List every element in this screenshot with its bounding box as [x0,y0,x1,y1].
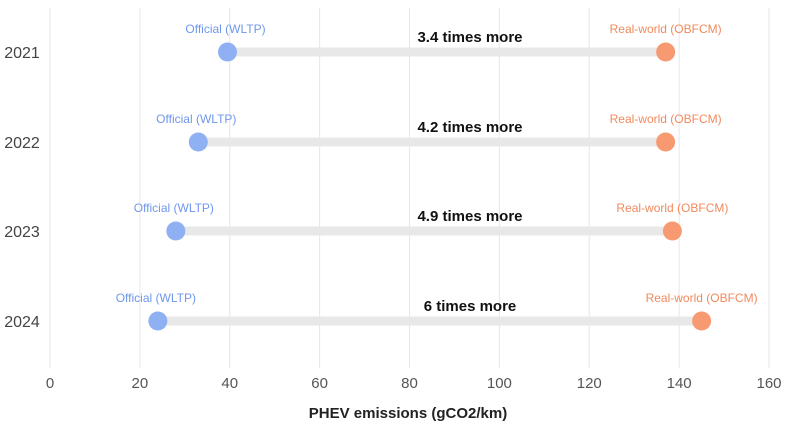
connector-bar [175,226,673,236]
x-tick-label-100: 100 [487,375,512,392]
row-2023: 2023 Official (WLTP) Real-world (OBFCM) 4.9… [4,201,728,241]
x-tick-label-40: 40 [221,375,238,392]
year-label: 2021 [4,45,40,62]
row-2021: 2021 Official (WLTP) Real-world (OBFCM) 3.4… [4,22,721,62]
row-2022: 2022 Official (WLTP) Real-world (OBFCM) 4.2… [4,112,721,152]
official-dot [166,221,186,241]
official-label: Official (WLTP) [156,112,236,126]
connector-bar [157,316,702,326]
ratio-label: 4.9 times more [417,208,522,225]
real-world-dot [662,221,682,241]
real-world-dot [692,311,712,331]
ratio-label: 6 times more [424,298,517,315]
connector-bar [198,137,666,147]
ratio-label: 4.2 times more [417,119,522,136]
gridlines [49,8,770,368]
x-tick-label-160: 160 [756,375,781,392]
real-world-label: Real-world (OBFCM) [610,112,722,126]
official-dot [218,42,238,62]
x-axis-ticks: 0 20 40 60 80 100 120 140 160 [46,375,782,392]
year-label: 2022 [4,135,40,152]
x-tick-label-140: 140 [667,375,692,392]
x-axis-title: PHEV emissions (gCO2/km) [309,405,507,422]
real-world-label: Real-world (OBFCM) [610,22,722,36]
connector-bar [227,47,666,57]
real-world-label: Real-world (OBFCM) [616,201,728,215]
real-world-label: Real-world (OBFCM) [646,291,758,305]
official-label: Official (WLTP) [185,22,265,36]
x-tick-label-0: 0 [46,375,54,392]
official-dot [148,311,168,331]
x-tick-label-60: 60 [311,375,328,392]
real-world-dot [656,132,676,152]
year-label: 2023 [4,224,40,241]
chart-rows: 2021 Official (WLTP) Real-world (OBFCM) 3.4… [4,22,757,331]
official-label: Official (WLTP) [116,291,196,305]
x-tick-label-20: 20 [132,375,149,392]
row-2024: 2024 Official (WLTP) Real-world (OBFCM) 6 t… [4,291,757,331]
x-tick-label-80: 80 [401,375,418,392]
year-label: 2024 [4,314,40,331]
official-label: Official (WLTP) [134,201,214,215]
x-tick-label-120: 120 [577,375,602,392]
real-world-dot [656,42,676,62]
ratio-label: 3.4 times more [417,29,522,46]
official-dot [188,132,208,152]
